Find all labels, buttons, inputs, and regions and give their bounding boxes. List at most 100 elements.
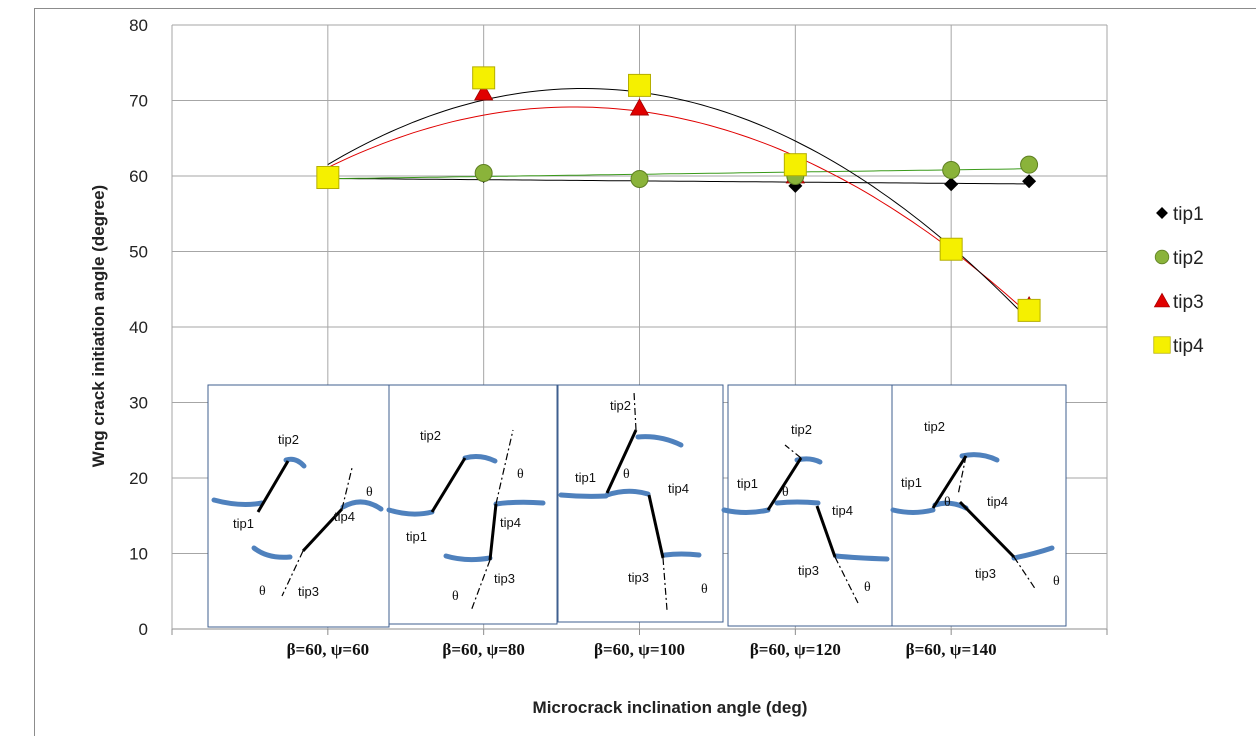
bridge-crack [430,457,467,513]
point-tip2 [942,160,961,179]
microcrack [635,434,684,448]
bridge-crack [815,505,837,558]
category-label: β=60, ψ=100 [594,640,685,659]
y-tick-label: 30 [129,394,148,413]
microcrack [558,492,609,499]
legend-marker-tip4 [1153,336,1171,354]
inset-tip2-label: tip2 [791,422,812,437]
inset-tip3-label: tip3 [298,584,319,599]
inset-2: tip1 tip2 tip3 tip4 θ θ [386,384,558,625]
point-tip1 [944,177,959,192]
direction-line [281,550,304,597]
inset-tip4-label: tip4 [832,503,853,518]
y-axis-label: Wng crack initiation angle (degree) [89,185,108,467]
bridge-crack [647,494,665,559]
microcrack [386,507,435,517]
inset-theta-label: θ [864,580,871,595]
y-tick-label: 40 [129,318,148,337]
trendline-tip2 [327,168,1030,180]
legend: tip1 tip2 tip3 tip4 [1153,204,1204,357]
inset-box [727,384,894,627]
trendline-tip4 [327,88,1030,321]
legend-marker-tip1 [1156,207,1168,219]
inset-tip4-label: tip4 [500,515,521,530]
inset-tip4-label: tip4 [668,481,689,496]
inset-tip1-label: tip1 [737,476,758,491]
microcrack [462,454,498,464]
direction-line [495,429,514,505]
trendlines [327,88,1030,321]
point-tip4 [939,237,963,261]
direction-line [470,559,491,612]
category-labels: β=60, ψ=60 β=60, ψ=80 β=60, ψ=100 β=60, ψ=1… [287,640,997,659]
inset-theta-label: θ [782,485,789,500]
chart-frame [34,8,1256,736]
bridge-crack [301,507,344,553]
inset-tip1-label: tip1 [575,470,596,485]
y-tick-label: 10 [129,545,148,564]
y-tick-label: 60 [129,167,148,186]
point-tip2 [474,163,493,182]
microcrack [251,545,293,560]
microcrack [211,497,265,507]
y-tick-label: 20 [129,469,148,488]
point-tip1 [1022,174,1037,189]
direction-line [662,557,668,611]
direction-line [341,467,353,510]
microcrack [493,499,546,507]
microcrack [604,488,651,498]
point-tip2 [630,170,649,189]
legend-label-tip1: tip1 [1173,204,1204,225]
y-tick-labels: 0 10 20 30 40 50 60 70 80 [129,16,148,639]
inset-theta-label: θ [452,589,459,604]
bridge-crack [488,503,498,561]
direction-line [957,455,967,496]
microcrack [340,499,384,512]
inset-box [891,384,1067,627]
direction-line [633,391,637,431]
trendline-tip3 [327,106,1030,315]
data-points [316,66,1041,322]
inset-tip1-label: tip1 [901,475,922,490]
inset-3: tip1 tip2 tip3 tip4 θ θ [557,384,724,623]
microcrack [662,551,702,558]
inset-tip1-label: tip1 [406,529,427,544]
direction-line [1013,556,1037,591]
inset-tip2-label: tip2 [278,432,299,447]
inset-5: tip1 tip2 tip3 tip4 θ θ [890,384,1067,627]
inset-theta-label: θ [701,582,708,597]
category-label: β=60, ψ=80 [442,640,525,659]
legend-label-tip4: tip4 [1173,336,1204,357]
legend-marker-tip2 [1154,249,1170,265]
inset-box [557,384,724,623]
point-tip3 [629,98,650,116]
point-tip4 [783,153,807,177]
bridge-crack [958,500,1016,559]
inset-theta-label: θ [517,467,524,482]
legend-label-tip2: tip2 [1173,248,1204,269]
inset-tip3-label: tip3 [798,563,819,578]
bridge-crack [605,429,638,494]
point-tip4 [316,166,340,190]
point-tip4 [628,73,651,97]
inset-1: tip1 tip2 tip3 tip4 θ θ [207,384,390,628]
y-tick-label: 80 [129,16,148,35]
x-axis-label: Microcrack inclination angle (deg) [533,698,808,717]
inset-tip2-label: tip2 [924,419,945,434]
category-label: β=60, ψ=140 [906,640,997,659]
inset-theta-label: θ [1053,574,1060,589]
microcrack [833,553,890,562]
microcrack [890,507,936,515]
point-tip2 [1020,155,1039,174]
microcrack [721,507,771,515]
inset-tip3-label: tip3 [628,570,649,585]
inset-tip3-label: tip3 [494,571,515,586]
legend-marker-tip3 [1153,292,1171,308]
microcrack [774,499,821,506]
inset-theta-label: θ [366,485,373,500]
legend-label-tip3: tip3 [1173,292,1204,313]
inset-4: tip1 tip2 tip3 tip4 θ θ [721,384,894,627]
inset-theta-label: θ [259,584,266,599]
inset-tip4-label: tip4 [334,509,355,524]
